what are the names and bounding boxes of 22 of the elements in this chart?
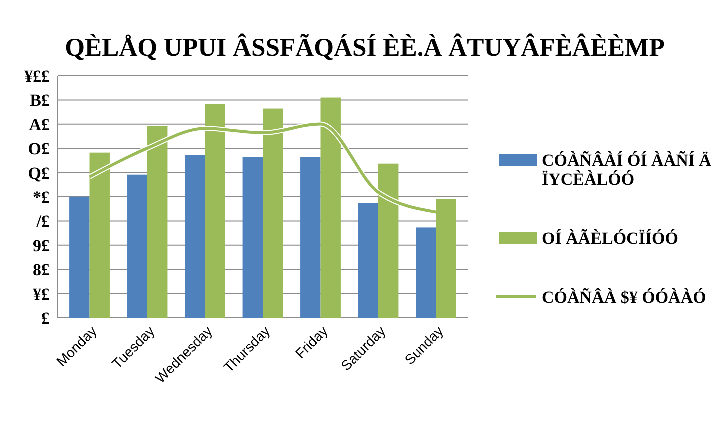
text: ¥££ xyxy=(24,66,50,86)
bar xyxy=(358,203,378,318)
text: A£ xyxy=(29,115,50,134)
bar xyxy=(300,157,321,318)
text: ¥£ xyxy=(33,284,50,304)
text: 8£ xyxy=(33,260,50,280)
bar xyxy=(70,196,90,318)
bar xyxy=(416,228,436,318)
chart-title: QÈLÅQ UPUI ÂSSFÃQÁSÍ ÈÈ.À ÂTUYÂFÈÂÈÈMP xyxy=(65,33,665,62)
text: £ xyxy=(42,308,50,328)
bar xyxy=(185,155,206,318)
bar xyxy=(242,157,263,318)
text: B£ xyxy=(30,91,50,110)
text: /£ xyxy=(36,212,50,232)
legend-label: OÍ ÀÃÈLÓCÏÍÓÓ xyxy=(542,229,678,248)
legend-label: CÓÀÑÂÀ $¥ ÓÓÀÀÓ xyxy=(542,288,706,307)
bar xyxy=(127,174,148,318)
text: O£ xyxy=(28,140,50,159)
text: *£ xyxy=(33,188,50,207)
text: 9£ xyxy=(33,236,50,256)
text: Q£ xyxy=(28,164,50,183)
legend-label: CÓÀÑÂÀÍ ÓÍ ÀÀÑÍ Ä ÏYCÈÀLÓÓ xyxy=(542,151,712,189)
